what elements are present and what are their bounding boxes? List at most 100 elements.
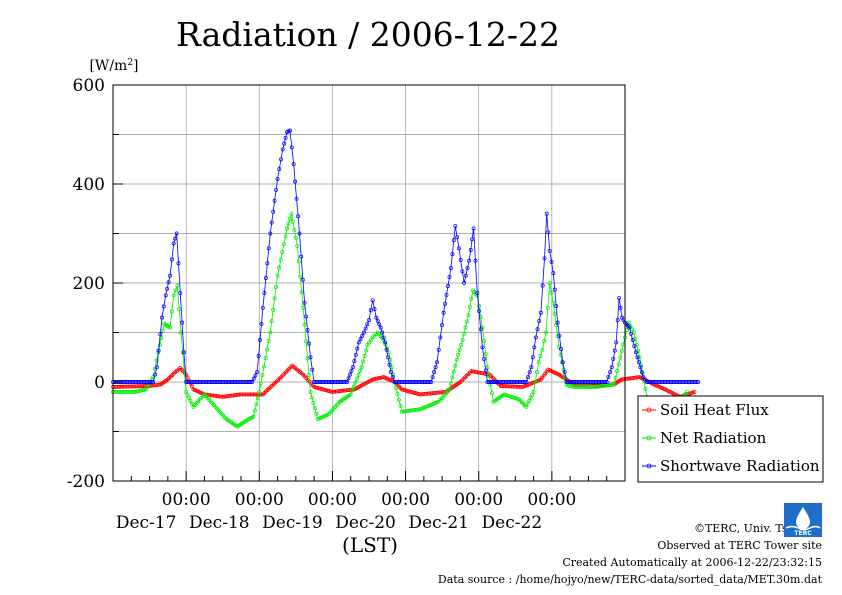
data-point (304, 339, 309, 344)
data-point (531, 389, 536, 394)
data-point (448, 381, 453, 386)
data-point (440, 323, 444, 328)
data-point (272, 198, 277, 203)
data-point (356, 372, 361, 377)
data-point (255, 396, 260, 401)
data-point (604, 380, 609, 384)
data-point (149, 380, 154, 384)
data-point (480, 345, 485, 350)
data-point (283, 135, 288, 140)
data-point (163, 293, 168, 298)
data-point (465, 319, 469, 324)
y-tick-label: 0 (94, 373, 105, 393)
data-point (555, 320, 560, 325)
data-point (465, 266, 470, 271)
data-point (173, 236, 178, 241)
data-point (348, 372, 352, 377)
data-point (304, 314, 309, 319)
data-point (397, 397, 401, 402)
data-point (636, 360, 641, 365)
data-point (533, 380, 538, 384)
data-point (554, 304, 559, 309)
data-point (630, 337, 635, 342)
data-point (188, 398, 193, 403)
data-point (469, 296, 474, 301)
data-point (374, 315, 379, 320)
data-point (381, 335, 386, 340)
data-point (286, 221, 291, 226)
data-point (263, 276, 268, 280)
data-point (542, 256, 547, 261)
data-point (544, 330, 548, 335)
data-point (367, 318, 371, 323)
data-point (181, 350, 186, 355)
data-point (292, 227, 297, 232)
data-point (161, 304, 166, 309)
data-point (552, 311, 557, 316)
y-unit-exp: 2 (127, 58, 133, 68)
data-point (463, 325, 468, 330)
data-point (398, 403, 403, 408)
data-point (277, 167, 282, 172)
data-point (610, 382, 615, 387)
data-point (310, 367, 315, 372)
data-point (524, 404, 529, 409)
data-point (618, 355, 623, 360)
data-point (368, 308, 373, 313)
legend-label: Shortwave Radiation (660, 457, 820, 475)
data-point (547, 248, 552, 253)
data-point (457, 347, 462, 352)
data-point (174, 231, 179, 236)
data-point (375, 318, 380, 323)
data-point (540, 283, 545, 288)
data-point (444, 292, 449, 297)
data-point (535, 370, 539, 375)
data-point (542, 339, 547, 344)
data-point (467, 258, 472, 263)
data-point (260, 305, 265, 310)
data-point (282, 141, 287, 146)
data-point (259, 392, 264, 397)
data-point (482, 338, 487, 343)
data-point (616, 362, 621, 367)
data-point (487, 373, 491, 378)
data-point (157, 343, 162, 348)
data-point (343, 380, 348, 384)
data-point (524, 380, 529, 384)
data-point (165, 286, 170, 291)
data-point (632, 344, 637, 349)
data-point (154, 358, 159, 363)
data-point (429, 380, 434, 384)
data-point (451, 369, 456, 374)
data-point (169, 309, 174, 314)
data-point (462, 331, 467, 336)
data-point (617, 295, 622, 300)
data-point (608, 370, 613, 375)
data-point (467, 304, 472, 309)
data-point (263, 356, 268, 360)
data-point (351, 384, 356, 389)
data-point (639, 370, 644, 375)
y-tick-label: 200 (73, 274, 105, 294)
x-tick-time-label: 00:00 (308, 490, 357, 510)
data-point (290, 219, 295, 224)
data-point (525, 401, 530, 406)
data-point (460, 337, 465, 342)
data-point (311, 400, 316, 405)
data-point (291, 162, 296, 167)
data-point (387, 362, 392, 367)
data-point (618, 305, 623, 310)
x-axis-label: (LST) (342, 533, 398, 557)
data-point (171, 293, 176, 298)
data-point (619, 348, 624, 353)
data-point (603, 380, 608, 384)
data-point (427, 380, 432, 384)
data-point (551, 271, 556, 276)
data-point (638, 365, 643, 370)
data-point (547, 281, 552, 285)
data-point (463, 273, 468, 278)
data-point (281, 242, 286, 247)
data-point (269, 319, 274, 324)
data-point (168, 273, 173, 278)
